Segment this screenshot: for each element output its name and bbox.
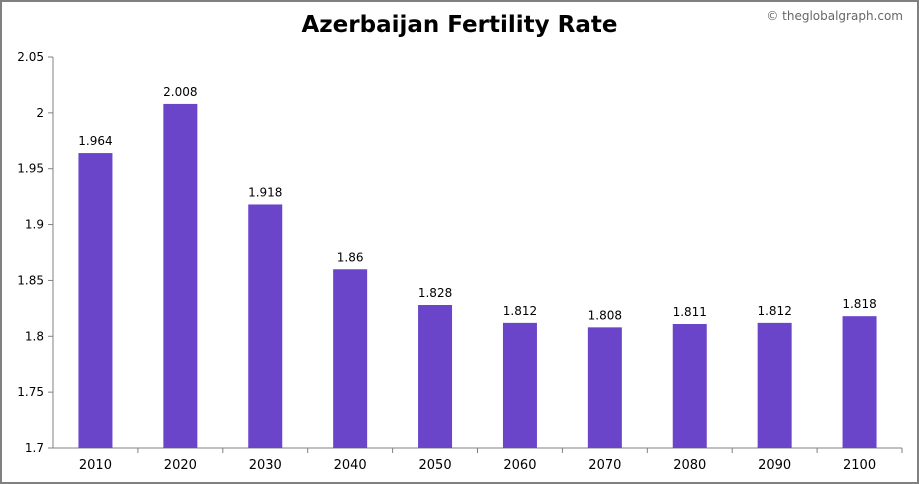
data-label: 1.918 — [248, 185, 282, 199]
chart-title: Azerbaijan Fertility Rate — [301, 12, 618, 38]
x-tick-label: 2070 — [588, 458, 621, 473]
x-tick-label: 2020 — [164, 458, 197, 473]
data-label: 1.86 — [337, 250, 364, 264]
y-tick-label: 1.75 — [17, 385, 44, 399]
x-tick-label: 2030 — [249, 458, 282, 473]
data-label: 2.008 — [163, 85, 197, 99]
bars — [78, 103, 877, 449]
y-tick-label: 1.7 — [25, 441, 44, 455]
y-tick-label: 2 — [36, 106, 44, 120]
bar-2060 — [502, 322, 537, 448]
watermark: © theglobalgraph.com — [766, 9, 903, 23]
data-label: 1.811 — [673, 305, 707, 319]
bar-2100 — [842, 316, 877, 448]
y-tick-label: 1.8 — [25, 329, 44, 343]
x-tick-label: 2010 — [79, 458, 112, 473]
bar-2080 — [672, 323, 707, 448]
x-tick-label: 2080 — [673, 458, 706, 473]
data-label: 1.812 — [503, 304, 537, 318]
data-label: 1.818 — [842, 297, 876, 311]
data-label: 1.808 — [588, 308, 622, 322]
data-label: 1.812 — [757, 304, 791, 318]
data-label: 1.828 — [418, 286, 452, 300]
bar-2030 — [248, 204, 283, 448]
data-label: 1.964 — [78, 134, 112, 148]
y-tick-label: 1.95 — [17, 162, 44, 176]
y-tick-label: 2.05 — [17, 50, 44, 64]
bar-2020 — [163, 103, 198, 449]
value-labels: 1.964 2.008 1.918 1.86 1.828 1.812 1.808 1.811 1… — [78, 85, 876, 322]
bar-2070 — [587, 327, 622, 448]
y-tick-label: 1.85 — [17, 273, 44, 287]
y-tick-label: 1.9 — [25, 218, 44, 232]
bar-2010 — [78, 153, 113, 448]
bar-2050 — [418, 305, 453, 448]
x-tick-label: 2050 — [419, 458, 452, 473]
x-tick-label: 2060 — [503, 458, 536, 473]
bar-2040 — [333, 269, 368, 448]
bar-2090 — [757, 322, 792, 448]
x-tick-label: 2040 — [334, 458, 367, 473]
x-tick-label: 2090 — [758, 458, 791, 473]
x-tick-label: 2100 — [843, 458, 876, 473]
